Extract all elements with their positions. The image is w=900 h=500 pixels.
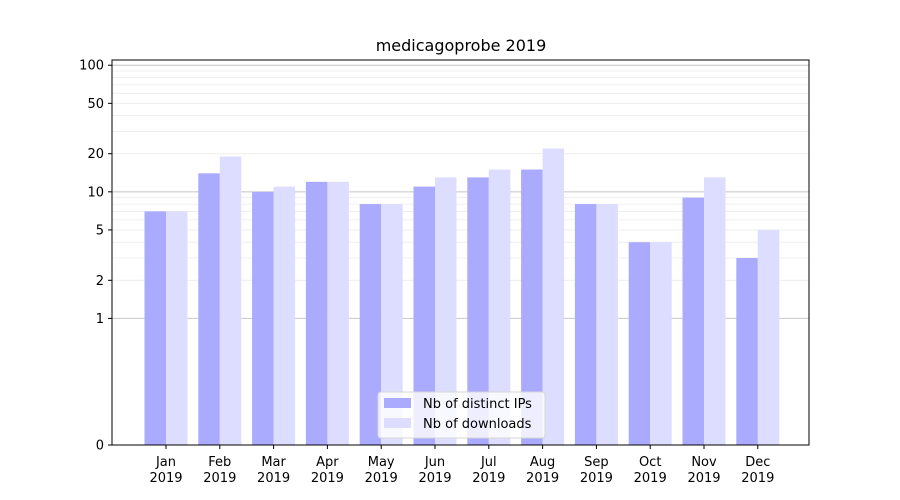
y-tick-label: 5 xyxy=(96,223,104,238)
bar-downloads-oct xyxy=(650,242,672,445)
x-tick-label-month: Apr xyxy=(316,455,339,470)
bar-distinct-ips-sep xyxy=(574,204,597,445)
x-axis: Jan2019Feb2019Mar2019Apr2019May2019Jun20… xyxy=(149,445,774,486)
legend: Nb of distinct IPs Nb of downloads xyxy=(377,391,546,439)
bar-downloads-nov xyxy=(704,177,726,446)
y-tick-label: 2 xyxy=(96,274,104,289)
bar-distinct-ips-nov xyxy=(682,197,704,445)
y-axis: 0 1 2 5 10 20 50 100 xyxy=(79,59,112,454)
y-tick-label: 20 xyxy=(87,147,104,162)
y-tick-label: 1 xyxy=(96,312,104,327)
bar-downloads-aug xyxy=(542,148,565,445)
bar-downloads-jun xyxy=(435,177,457,446)
bar-distinct-ips-aug xyxy=(521,169,543,445)
x-tick-label-month: Mar xyxy=(261,455,286,470)
x-tick-label-year: 2019 xyxy=(634,471,667,486)
x-tick-label-year: 2019 xyxy=(687,471,720,486)
x-tick-label-year: 2019 xyxy=(365,471,398,486)
bar-downloads-sep xyxy=(596,204,618,445)
bar-distinct-ips-oct xyxy=(628,242,651,445)
x-tick-label-year: 2019 xyxy=(203,471,236,486)
x-tick-label-month: May xyxy=(368,455,395,470)
x-tick-label-year: 2019 xyxy=(580,471,613,486)
bar-distinct-ips-jun xyxy=(413,186,435,446)
x-tick-label-year: 2019 xyxy=(149,471,182,486)
chart-title: medicagoprobe 2019 xyxy=(376,36,547,55)
x-tick-label-month: Feb xyxy=(208,455,231,470)
legend-swatch xyxy=(384,398,411,408)
x-tick-label-month: Jul xyxy=(480,455,497,470)
bar-distinct-ips-jan xyxy=(144,211,166,445)
x-tick-label-month: Jun xyxy=(424,455,445,470)
x-tick-label-month: Jan xyxy=(155,455,176,470)
bar-distinct-ips-feb xyxy=(198,173,220,445)
bar-downloads-jan xyxy=(166,211,188,445)
x-tick-label-year: 2019 xyxy=(257,471,290,486)
y-tick-label: 50 xyxy=(87,97,104,112)
x-tick-label-year: 2019 xyxy=(741,471,774,486)
bar-downloads-mar xyxy=(273,186,296,446)
bar-downloads-apr xyxy=(327,181,349,445)
legend-box xyxy=(377,391,546,439)
legend-swatch xyxy=(384,418,411,428)
bar-distinct-ips-apr xyxy=(305,181,328,445)
y-tick-label: 10 xyxy=(87,185,104,200)
bar-downloads-dec xyxy=(757,229,780,445)
bar-downloads-may xyxy=(381,204,403,445)
x-tick-label-year: 2019 xyxy=(418,471,451,486)
x-tick-label-year: 2019 xyxy=(311,471,344,486)
bar-downloads-feb xyxy=(219,156,242,446)
x-tick-label-year: 2019 xyxy=(472,471,505,486)
bar-distinct-ips-may xyxy=(359,204,382,445)
legend-label: Nb of distinct IPs xyxy=(423,397,532,412)
x-tick-label-month: Sep xyxy=(584,455,609,470)
plot-area-frame xyxy=(111,59,810,446)
legend-label: Nb of downloads xyxy=(423,417,532,432)
x-tick-label-month: Nov xyxy=(691,455,717,470)
bar-distinct-ips-mar xyxy=(252,191,274,445)
bar-downloads-jul xyxy=(488,169,511,445)
x-tick-label-month: Dec xyxy=(745,455,770,470)
bars xyxy=(144,148,780,446)
bar-distinct-ips-dec xyxy=(736,258,758,445)
x-tick-label-month: Oct xyxy=(639,455,661,470)
bar-distinct-ips-jul xyxy=(467,177,489,446)
y-tick-label: 100 xyxy=(79,59,104,74)
x-tick-label-year: 2019 xyxy=(526,471,559,486)
y-tick-label: 0 xyxy=(96,439,104,454)
x-tick-label-month: Aug xyxy=(530,455,555,470)
